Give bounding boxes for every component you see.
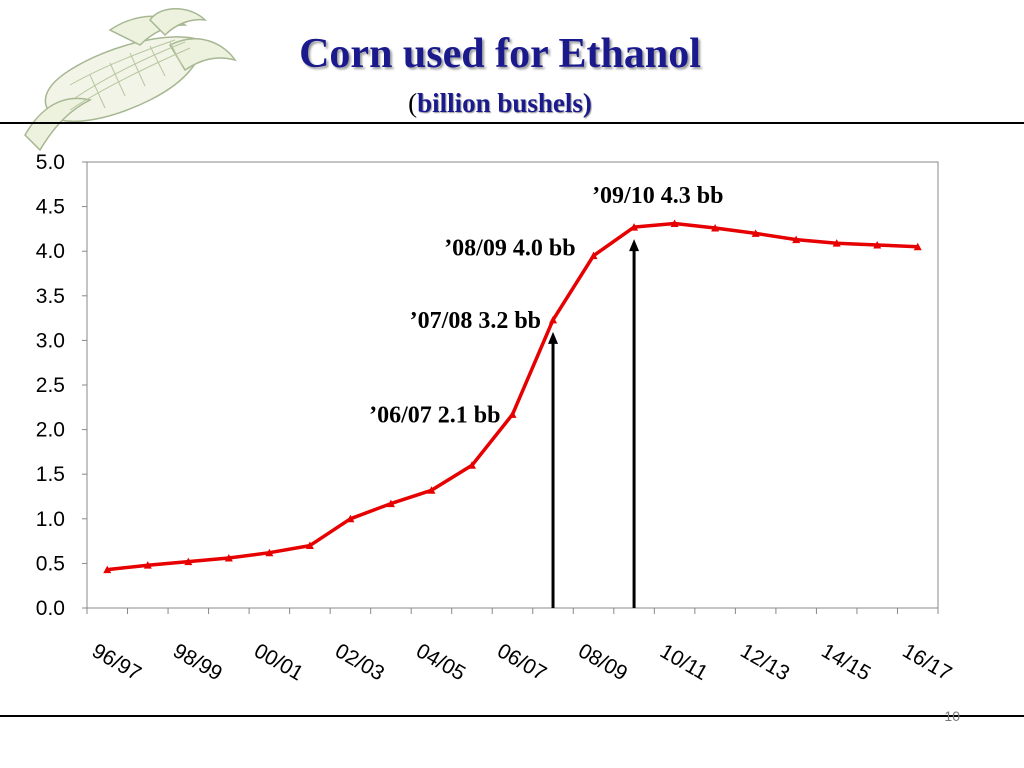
- data-point: [832, 239, 841, 247]
- data-point: [873, 240, 882, 249]
- annotation-label: ’08/09 4.0 bb: [444, 236, 575, 262]
- data-point: [589, 251, 598, 260]
- x-tick-label: 16/17: [898, 639, 955, 685]
- bottom-rule: [0, 715, 1024, 717]
- data-point: [508, 410, 517, 418]
- data-point: [549, 315, 558, 324]
- y-tick-label: 1.5: [36, 463, 65, 486]
- data-point: [346, 514, 355, 523]
- data-point: [265, 548, 274, 557]
- annotation-label: ’09/10 4.3 bb: [592, 183, 723, 209]
- subtitle-open-paren: (: [408, 88, 418, 118]
- data-point: [711, 224, 720, 232]
- x-tick-label: 08/09: [574, 639, 631, 685]
- y-tick-label: 0.0: [36, 597, 65, 620]
- annotation-arrow-head: [548, 331, 559, 344]
- corn-cob-icon: [24, 8, 237, 152]
- data-point: [184, 557, 193, 566]
- data-point: [143, 561, 152, 569]
- top-rule: [0, 122, 1024, 124]
- data-point: [792, 235, 801, 244]
- x-tick-label: 06/07: [493, 639, 550, 685]
- slide-subtitle: (billion bushels): [0, 88, 1000, 119]
- y-tick-label: 3.0: [36, 329, 65, 352]
- data-point: [224, 554, 233, 562]
- y-tick-label: 5.0: [36, 151, 65, 174]
- x-tick-label: 14/15: [817, 639, 874, 685]
- annotation-label: ’06/07 2.1 bb: [369, 402, 500, 428]
- data-point: [427, 486, 436, 494]
- x-tick-label: 02/03: [331, 639, 388, 685]
- data-point: [386, 499, 395, 508]
- y-tick-label: 4.5: [36, 196, 65, 219]
- x-tick-label: 98/99: [169, 639, 226, 685]
- y-tick-label: 2.5: [36, 374, 65, 397]
- y-tick-label: 1.0: [36, 508, 65, 531]
- data-point: [670, 219, 679, 228]
- y-tick-label: 2.0: [36, 419, 65, 442]
- series-line: [107, 221, 918, 572]
- subtitle-text: billion bushels): [417, 88, 592, 118]
- y-tick-label: 3.5: [36, 285, 65, 308]
- y-tick-label: 0.5: [36, 552, 65, 575]
- data-point: [751, 229, 760, 237]
- data-point: [103, 565, 112, 574]
- x-tick-label: 12/13: [736, 639, 793, 685]
- annotation-arrow-head: [629, 239, 640, 252]
- annotation-label: ’07/08 3.2 bb: [410, 308, 541, 334]
- x-tick-label: 10/11: [656, 640, 712, 685]
- data-point: [913, 242, 922, 251]
- x-tick-label: 96/97: [88, 639, 145, 685]
- page-number: 10: [944, 708, 960, 724]
- x-tick-label: 00/01: [250, 639, 307, 685]
- data-point: [467, 461, 476, 469]
- plot-area: [86, 161, 939, 609]
- y-tick-label: 4.0: [36, 240, 65, 263]
- slide-title: Corn used for Ethanol: [299, 31, 701, 77]
- line-chart: 0.0 0.5 1.0 1.5 2.0 2.5 3.0 3.5 4.0 4.5 5.0 96/97 98…: [36, 151, 956, 685]
- data-point: [630, 223, 639, 231]
- x-tick-label: 04/05: [412, 639, 469, 685]
- data-point: [305, 541, 314, 550]
